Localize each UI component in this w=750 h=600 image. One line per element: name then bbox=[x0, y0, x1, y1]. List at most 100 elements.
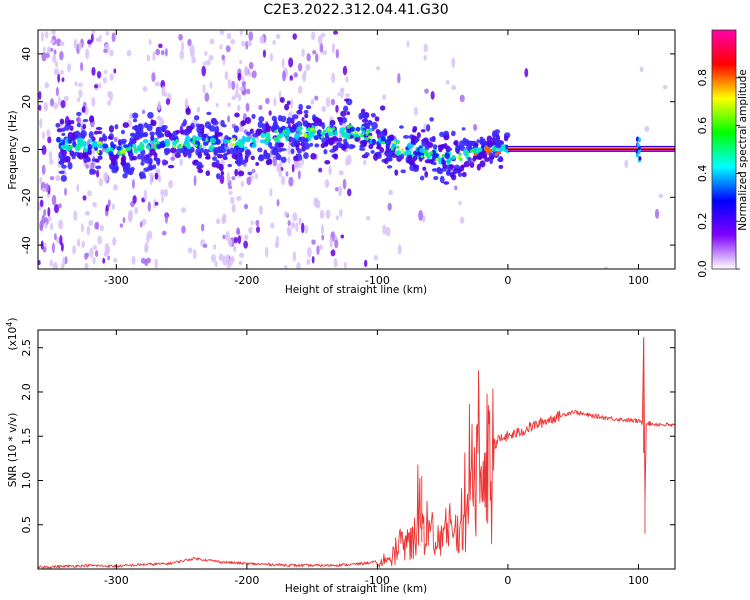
spectrogram-noise-blob bbox=[49, 259, 53, 267]
spectrogram-noise-blob bbox=[445, 79, 450, 85]
spectrogram-noise-blob bbox=[41, 130, 46, 140]
spectrogram-noise-blob bbox=[603, 266, 608, 269]
spectrogram-ridge-blob bbox=[138, 171, 146, 178]
spectrogram-noise-blob bbox=[330, 98, 336, 106]
spectrogram-noise-blob bbox=[105, 204, 109, 212]
spectrogram-ridge-blob bbox=[348, 144, 355, 150]
spectrogram-noise-blob bbox=[63, 95, 69, 102]
spectrogram-noise-blob bbox=[159, 117, 165, 128]
snr-x-tick-label: 0 bbox=[504, 574, 511, 587]
spectrogram-noise-blob bbox=[204, 51, 208, 56]
spectrogram-hotspot bbox=[125, 147, 129, 151]
spectrogram-ridge-blob bbox=[164, 138, 171, 145]
spectrogram-ridge-blob bbox=[286, 100, 291, 106]
spectrogram-ridge-blob bbox=[203, 141, 209, 146]
spectrogram-ridge-blob bbox=[487, 141, 494, 147]
spectrogram-ridge-blob bbox=[375, 129, 380, 135]
spectrogram-noise-blob bbox=[473, 123, 478, 131]
spectrogram-noise-blob bbox=[46, 129, 51, 138]
spectrogram-noise-blob bbox=[339, 87, 345, 94]
spectrogram-ridge-blob bbox=[354, 136, 360, 142]
spectrogram-ridge-blob bbox=[355, 126, 361, 132]
spectrogram-ridge-blob bbox=[247, 171, 253, 176]
spectrogram-ridge-blob bbox=[443, 181, 450, 185]
spectrogram-ridge-blob bbox=[261, 123, 266, 131]
spectrogram-noise-blob bbox=[322, 49, 328, 56]
spectrogram-noise-blob bbox=[105, 31, 110, 36]
spectrogram-ridge-blob bbox=[97, 130, 103, 135]
spectrogram-noise-blob bbox=[388, 189, 393, 196]
spectrogram-ridge-blob bbox=[59, 118, 65, 125]
spectrogram-noise-blob bbox=[228, 257, 234, 267]
spectrogram-noise-blob bbox=[340, 234, 345, 239]
spectrogram-ridge-blob bbox=[61, 132, 66, 136]
spectrogram-noise-blob bbox=[304, 224, 309, 234]
spectrogram-y-tick-label: -40 bbox=[20, 236, 33, 254]
spectrogram-ridge-blob bbox=[383, 157, 389, 165]
spectrogram-noise-blob bbox=[273, 97, 277, 107]
spectrogram-ridge-blob bbox=[267, 125, 272, 130]
spectrogram-noise-blob bbox=[132, 195, 137, 204]
spectrogram-noise-blob bbox=[239, 125, 244, 133]
spectrogram-noise-blob bbox=[333, 257, 338, 268]
spectrogram-noise-blob bbox=[42, 245, 47, 253]
spectrogram-ridge-blob bbox=[213, 150, 219, 156]
spectrogram-noise-blob bbox=[321, 234, 325, 241]
spectrogram-ridge-blob bbox=[303, 142, 311, 150]
spectrogram-ridge-blob bbox=[175, 129, 181, 134]
snr-x-tick-label: -200 bbox=[234, 574, 259, 587]
spectrogram-noise-blob bbox=[53, 203, 60, 214]
spectrogram-noise-blob bbox=[43, 208, 47, 217]
spectrogram-ridge-blob bbox=[450, 130, 456, 137]
spectrogram-ridge-blob bbox=[217, 132, 223, 136]
spectrogram-noise-blob bbox=[325, 209, 331, 219]
spectrogram-ridge-blob bbox=[193, 115, 200, 121]
spectrogram-noise-blob bbox=[96, 71, 102, 79]
spectrogram-noise-blob bbox=[76, 97, 81, 103]
spectrogram-noise-blob bbox=[241, 40, 246, 47]
spectrogram-noise-blob bbox=[44, 221, 48, 229]
spectrogram-ridge-blob bbox=[245, 131, 252, 136]
spectrogram-ridge-blob bbox=[150, 119, 157, 127]
spectrogram-noise-blob bbox=[82, 195, 87, 201]
spectrogram-noise-blob bbox=[41, 187, 47, 193]
spectrogram-ridge-blob bbox=[244, 116, 252, 124]
spectrogram-noise-blob bbox=[324, 179, 330, 188]
spectrogram-noise-blob bbox=[295, 222, 299, 233]
spectrogram-noise-blob bbox=[459, 94, 465, 103]
spectrogram-noise-blob bbox=[77, 82, 83, 88]
spectrogram-noise-blob bbox=[128, 209, 134, 221]
spectrogram-ridge-blob bbox=[486, 135, 493, 143]
spectrogram-noise-blob bbox=[152, 51, 156, 61]
spectrogram-tone-band bbox=[507, 145, 675, 148]
spectrogram-noise-blob bbox=[245, 102, 250, 112]
spectrogram-ridge-blob bbox=[130, 166, 135, 172]
spectrogram-noise-blob bbox=[310, 98, 315, 105]
spectrogram-hotspot bbox=[365, 137, 369, 141]
spectrogram-ridge-blob bbox=[287, 117, 292, 122]
spectrogram-noise-blob bbox=[230, 38, 236, 45]
spectrogram-noise-blob bbox=[301, 48, 305, 58]
spectrogram-noise-blob bbox=[126, 49, 132, 57]
spectrogram-ridge-blob bbox=[344, 98, 350, 102]
spectrogram-noise-blob bbox=[305, 64, 311, 71]
spectrogram-noise-blob bbox=[47, 206, 51, 218]
spectrogram-noise-blob bbox=[202, 84, 206, 94]
spectrogram-noise-blob bbox=[451, 57, 456, 69]
spectrogram-ridge-blob bbox=[116, 146, 122, 151]
spectrogram-noise-blob bbox=[300, 222, 305, 234]
spectrogram-noise-blob bbox=[59, 234, 63, 246]
spectrogram-noise-blob bbox=[51, 30, 56, 35]
spectrogram-ridge-blob bbox=[433, 176, 439, 181]
spectrogram-hotspot bbox=[458, 152, 462, 156]
spectrogram-noise-blob bbox=[94, 250, 99, 257]
spectrogram-ridge-blob bbox=[466, 140, 473, 148]
spectrogram-ridge-blob bbox=[494, 142, 501, 149]
spectrogram-ridge-blob bbox=[209, 125, 216, 132]
spectrogram-noise-blob bbox=[38, 90, 42, 100]
spectrogram-ridge-blob bbox=[278, 127, 283, 134]
spectrogram-noise-blob bbox=[296, 261, 301, 269]
spectrogram-noise-blob bbox=[204, 92, 210, 102]
spectrogram-hotspot bbox=[232, 143, 236, 147]
spectrogram-noise-blob bbox=[113, 136, 118, 143]
